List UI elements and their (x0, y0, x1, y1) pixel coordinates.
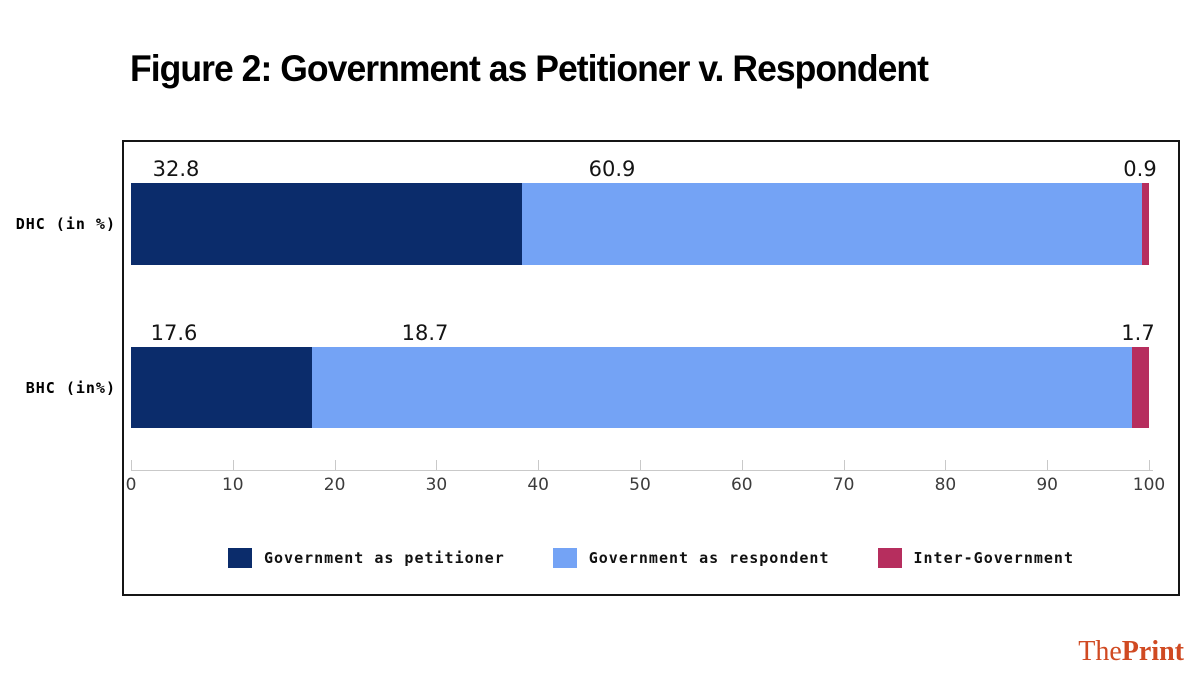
data-label-bhc-2: 18.7 (401, 321, 449, 345)
legend-label-3: Inter-Government (913, 549, 1074, 567)
bar-dhc (131, 183, 1149, 265)
category-label-dhc: DHC (in %) (15, 215, 116, 233)
x-tick-0 (131, 460, 132, 470)
legend-item-2: Government as respondent (552, 548, 830, 568)
x-tick-label-100: 100 (1132, 475, 1166, 495)
x-tick-50 (640, 460, 641, 470)
x-axis-line (131, 470, 1153, 471)
bar-segment-bhc-1 (131, 347, 313, 428)
bar-segment-dhc-2 (521, 183, 1142, 265)
legend-swatch-1 (228, 548, 252, 568)
bar-segment-dhc-1 (131, 183, 522, 265)
x-tick-10 (232, 460, 234, 470)
x-tick-40 (538, 460, 540, 470)
data-label-dhc-3: 0.9 (1123, 157, 1157, 181)
x-tick-60 (741, 460, 743, 470)
bar-segment-bhc-2 (312, 347, 1132, 428)
x-tick-label-40: 40 (527, 475, 550, 495)
data-label-dhc-2: 60.9 (588, 157, 636, 181)
data-label-bhc-3: 1.7 (1121, 321, 1155, 345)
bar-bhc (131, 347, 1149, 428)
data-label-dhc-1: 32.8 (152, 157, 200, 181)
logo-print: Print (1121, 636, 1184, 667)
x-tick-label-20: 20 (323, 475, 346, 495)
bar-segment-bhc-3 (1131, 347, 1149, 428)
x-tick-label-70: 70 (832, 475, 855, 495)
x-tick-30 (436, 460, 438, 470)
x-tick-label-10: 10 (221, 475, 244, 495)
legend-label-1: Government as petitioner (264, 549, 505, 567)
legend-label-2: Government as respondent (588, 549, 830, 567)
x-tick-label-60: 60 (730, 475, 753, 495)
bar-segment-dhc-3 (1141, 183, 1149, 265)
logo-the: The (1078, 636, 1122, 667)
theprint-logo: ThePrint (1078, 636, 1184, 668)
x-tick-label-90: 90 (1036, 475, 1059, 495)
data-label-bhc-1: 17.6 (150, 321, 198, 345)
x-tick-label-80: 80 (934, 475, 957, 495)
x-tick-20 (334, 460, 336, 470)
legend-swatch-3 (877, 548, 902, 568)
x-tick-label-0: 0 (125, 475, 137, 495)
x-tick-100 (1149, 460, 1150, 470)
chart-frame: Government as petitioner Government as re… (122, 140, 1180, 596)
legend-swatch-2 (552, 548, 577, 568)
legend-item-1: Government as petitioner (228, 548, 505, 568)
category-label-bhc: BHC (in%) (25, 379, 116, 397)
x-tick-90 (1047, 460, 1049, 470)
x-tick-label-50: 50 (629, 475, 651, 495)
legend: Government as petitioner Government as re… (124, 548, 1178, 568)
x-tick-70 (843, 460, 845, 470)
chart-title: Figure 2: Government as Petitioner v. Re… (130, 48, 929, 89)
legend-item-3: Inter-Government (877, 548, 1075, 568)
x-tick-80 (945, 460, 947, 470)
x-tick-label-30: 30 (425, 475, 448, 495)
